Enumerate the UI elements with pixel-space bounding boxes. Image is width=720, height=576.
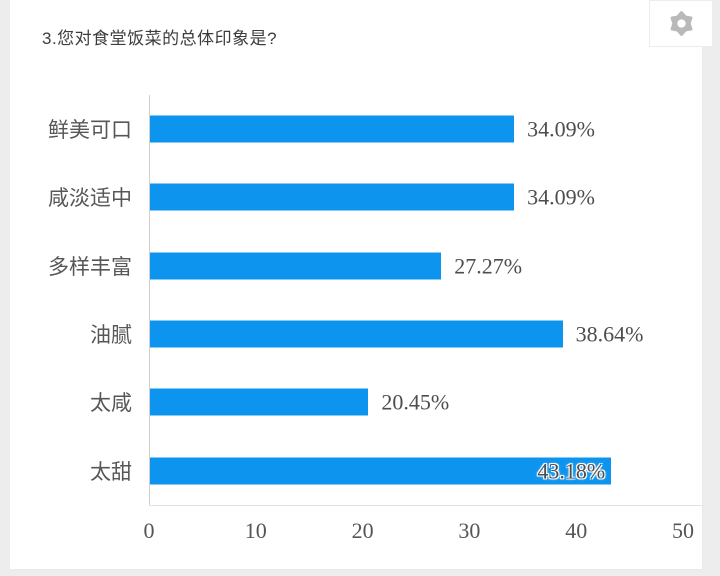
category-label: 多样丰富	[48, 255, 132, 279]
bar-track: 43.18%	[150, 457, 684, 485]
bar-row: 多样丰富 27.27%	[48, 232, 684, 300]
category-label: 油腻	[90, 324, 132, 348]
bar-track: 38.64%	[150, 320, 684, 348]
bar-track: 27.27%	[150, 252, 684, 280]
bar-track: 20.45%	[150, 388, 684, 416]
bar	[150, 388, 369, 416]
bar-row: 咸淡适中 34.09%	[48, 163, 684, 231]
bar	[150, 115, 515, 143]
x-axis-ticks: 0 10 20 30 40 50	[144, 518, 695, 550]
question-card: 3.您对食堂饭菜的总体印象是? 鲜美可口 34.09% 咸淡适中 34.09% 多样丰富…	[10, 0, 703, 570]
bar-rows: 鲜美可口 34.09% 咸淡适中 34.09% 多样丰富 27.27% 油腻 38.64% 太咸…	[48, 95, 684, 505]
bar	[150, 252, 442, 280]
category-label: 鲜美可口	[48, 119, 132, 143]
value-label: 34.09%	[527, 184, 595, 210]
bar-row: 太咸 20.45%	[90, 368, 684, 436]
value-label: 43.18%	[537, 458, 606, 484]
settings-button[interactable]	[649, 0, 713, 47]
x-axis-tick-label: 0	[143, 518, 155, 543]
bar-track: 34.09%	[150, 115, 684, 143]
x-axis-tick-label: 10	[244, 518, 267, 543]
question-title: 3.您对食堂饭菜的总体印象是?	[42, 29, 278, 48]
value-label: 27.27%	[454, 253, 523, 279]
bar	[150, 183, 515, 211]
value-label: 38.64%	[575, 321, 644, 347]
bar-track: 34.09%	[150, 183, 684, 211]
gear-icon	[668, 10, 695, 37]
bar: 43.18%	[150, 457, 612, 485]
category-label: 太咸	[90, 392, 132, 416]
bar	[150, 320, 563, 348]
bar-row: 油腻 38.64%	[90, 300, 684, 368]
value-label: 34.09%	[527, 116, 595, 142]
x-axis-tick-label: 30	[458, 518, 481, 543]
x-axis-tick-label: 50	[672, 518, 694, 543]
value-label: 20.45%	[381, 389, 450, 415]
x-axis-line	[149, 505, 703, 506]
category-label: 太甜	[90, 460, 132, 484]
bar-row: 鲜美可口 34.09%	[48, 95, 684, 163]
bar-row: 太甜 43.18%	[90, 437, 684, 505]
category-label: 咸淡适中	[48, 187, 132, 211]
x-axis-tick-label: 40	[565, 518, 588, 543]
bar-chart: 鲜美可口 34.09% 咸淡适中 34.09% 多样丰富 27.27% 油腻 38.64% 太咸…	[48, 95, 684, 505]
x-axis-tick-label: 20	[351, 518, 374, 543]
